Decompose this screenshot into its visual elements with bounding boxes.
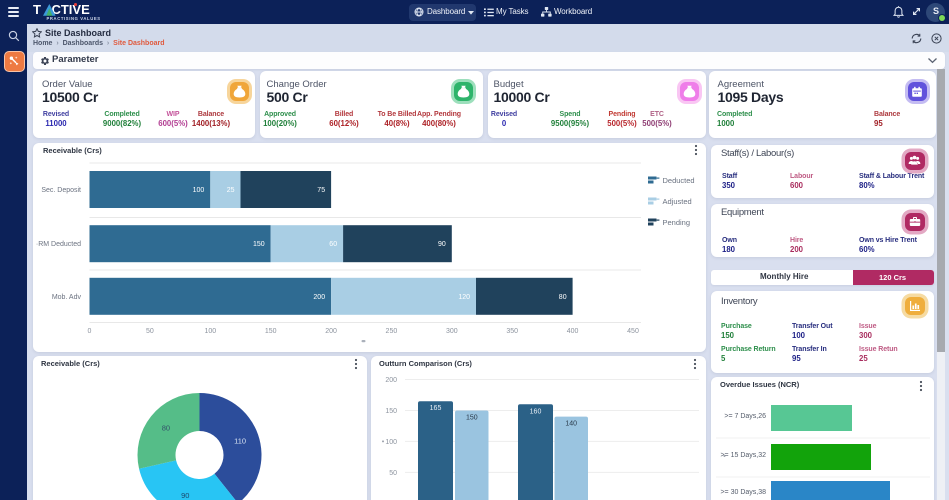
svg-text:160: 160 [530, 408, 542, 415]
svg-text:100: 100 [385, 439, 397, 446]
svg-text:150: 150 [253, 241, 265, 248]
svg-text:100: 100 [204, 328, 216, 335]
svg-text:110: 110 [234, 436, 246, 445]
svg-text:200: 200 [325, 328, 337, 335]
svg-text:50: 50 [146, 328, 154, 335]
svg-text:100: 100 [193, 187, 205, 194]
svg-text:200: 200 [385, 377, 397, 384]
svg-text:75: 75 [317, 187, 325, 194]
svg-text:150: 150 [265, 328, 277, 335]
svg-text:200: 200 [313, 294, 325, 301]
svg-text:60: 60 [329, 241, 337, 248]
svg-text:165: 165 [430, 405, 442, 412]
svg-text:400: 400 [567, 328, 579, 335]
svg-text:>= 15 Days,32: >= 15 Days,32 [720, 452, 766, 459]
svg-text:0: 0 [88, 328, 92, 335]
svg-text:350: 350 [506, 328, 518, 335]
svg-text:80: 80 [162, 424, 170, 433]
svg-text:Pending: Pending [663, 218, 691, 227]
svg-text:Adjusted: Adjusted [663, 197, 692, 206]
svg-text:450: 450 [627, 328, 639, 335]
svg-text:150: 150 [385, 408, 397, 415]
svg-text:250: 250 [386, 328, 398, 335]
svg-text:300: 300 [446, 328, 458, 335]
svg-text:·RM Deducted: ·RM Deducted [36, 241, 81, 248]
svg-text:90: 90 [181, 491, 189, 500]
svg-text:>= 7 Days,26: >= 7 Days,26 [724, 413, 766, 420]
svg-text:25: 25 [227, 187, 235, 194]
svg-text:Mob. Adv: Mob. Adv [52, 294, 82, 301]
svg-text:140: 140 [565, 421, 577, 428]
svg-text:120: 120 [458, 294, 470, 301]
svg-text:80: 80 [559, 294, 567, 301]
svg-text:90: 90 [438, 241, 446, 248]
svg-text:150: 150 [466, 415, 478, 422]
svg-text:Sec. Deposit: Sec. Deposit [41, 187, 81, 194]
svg-text:Deducted: Deducted [663, 176, 695, 185]
svg-text:>= 30 Days,38: >= 30 Days,38 [720, 489, 766, 496]
svg-text:50: 50 [389, 470, 397, 477]
